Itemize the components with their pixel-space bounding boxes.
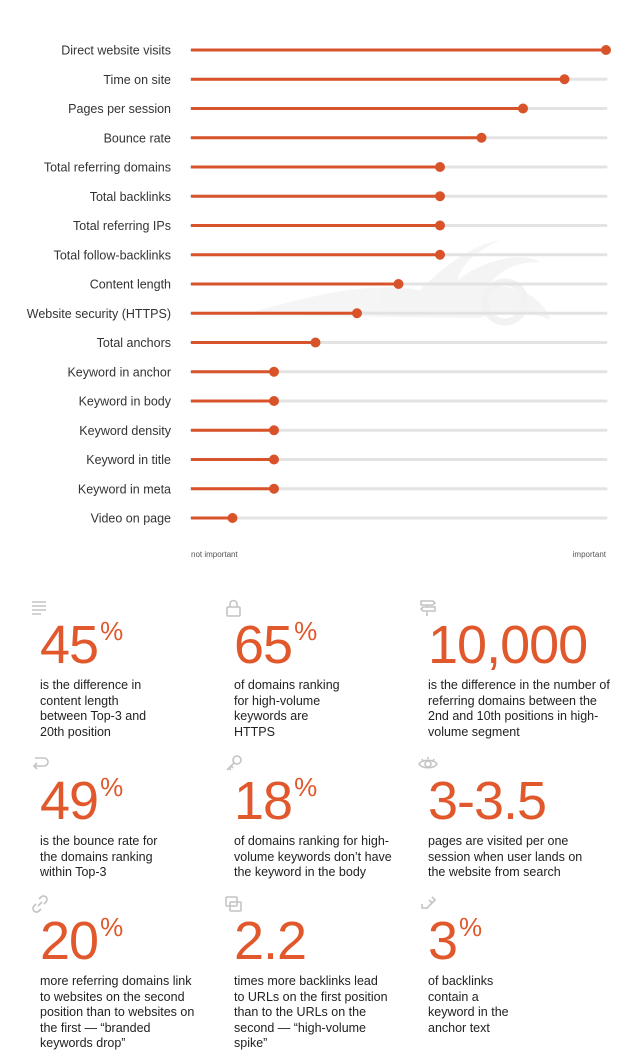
row-label: Total backlinks <box>90 190 171 204</box>
row-label: Bounce rate <box>104 131 171 145</box>
stat-number: 3% <box>428 911 482 971</box>
value-dot <box>227 513 238 523</box>
value-dot <box>269 366 279 377</box>
stat-number: 2.2 <box>234 911 307 971</box>
row-label: Keyword in title <box>86 453 171 467</box>
row-label: Total referring domains <box>44 161 171 175</box>
signpost-icon <box>418 598 440 620</box>
x-axis-min-label: not important <box>191 550 238 559</box>
row-label: Time on site <box>103 73 171 87</box>
stat-description: is the bounce rate for the domains ranki… <box>40 834 158 879</box>
stat-number: 49% <box>40 771 123 831</box>
value-dot <box>352 308 362 319</box>
stat-description: times more backlinks lead to URLs on the… <box>234 974 388 1050</box>
stat-number: 65% <box>234 615 317 675</box>
stat-description: pages are visited per one session when u… <box>428 834 583 879</box>
value-dot <box>269 396 279 406</box>
value-dot <box>476 132 487 143</box>
windows-icon <box>224 894 246 916</box>
value-dot <box>518 103 528 114</box>
return-icon <box>30 754 52 776</box>
stat-description: of domains ranking for high-volume keywo… <box>234 834 392 879</box>
row-label: Keyword in body <box>79 395 172 409</box>
value-dot <box>559 74 570 85</box>
row-label: Keyword density <box>79 424 171 438</box>
stat-description: more referring domains link to websites … <box>40 974 195 1050</box>
row-label: Total anchors <box>97 336 171 350</box>
value-dot <box>601 45 611 55</box>
stat-number: 20% <box>40 911 123 971</box>
value-dot <box>269 483 279 494</box>
row-label: Keyword in meta <box>78 482 171 496</box>
x-axis-max-label: important <box>573 550 607 559</box>
row-label: Keyword in anchor <box>67 365 171 379</box>
list-icon <box>30 598 52 620</box>
key-icon <box>224 754 246 776</box>
value-dot <box>435 249 445 260</box>
link-icon <box>30 894 52 916</box>
value-dot <box>310 337 321 348</box>
stat-description: is the difference in content length betw… <box>40 678 147 739</box>
value-dot <box>435 220 445 231</box>
stat-number: 10,000 <box>428 615 588 675</box>
ranking-factors-chart: Direct website visits Time on site Pages p… <box>27 44 611 559</box>
stat-description: of domains ranking for high-volume keywo… <box>234 678 340 739</box>
row-label: Content length <box>90 278 171 292</box>
stat-number: 45% <box>40 615 123 675</box>
row-label: Direct website visits <box>61 44 171 58</box>
row-label: Total follow-backlinks <box>54 248 171 262</box>
row-label: Video on page <box>91 512 171 526</box>
lock-icon <box>224 598 246 620</box>
stat-number: 18% <box>234 771 317 831</box>
stat-number: 3-3.5 <box>428 771 547 831</box>
anchor-icon <box>418 894 440 916</box>
stat-description: of backlinks contain a keyword in the an… <box>428 974 509 1035</box>
stat-description: is the difference in the number of refer… <box>428 678 610 739</box>
row-label: Website security (HTTPS) <box>27 307 171 321</box>
row-label: Pages per session <box>68 102 171 116</box>
value-dot <box>393 279 404 289</box>
row-label: Total referring IPs <box>73 219 171 233</box>
value-dot <box>435 162 445 172</box>
value-dot <box>269 425 279 436</box>
value-dot <box>435 191 445 202</box>
semrush-flame-watermark <box>240 240 550 326</box>
eye-icon <box>418 754 440 776</box>
value-dot <box>269 454 279 465</box>
